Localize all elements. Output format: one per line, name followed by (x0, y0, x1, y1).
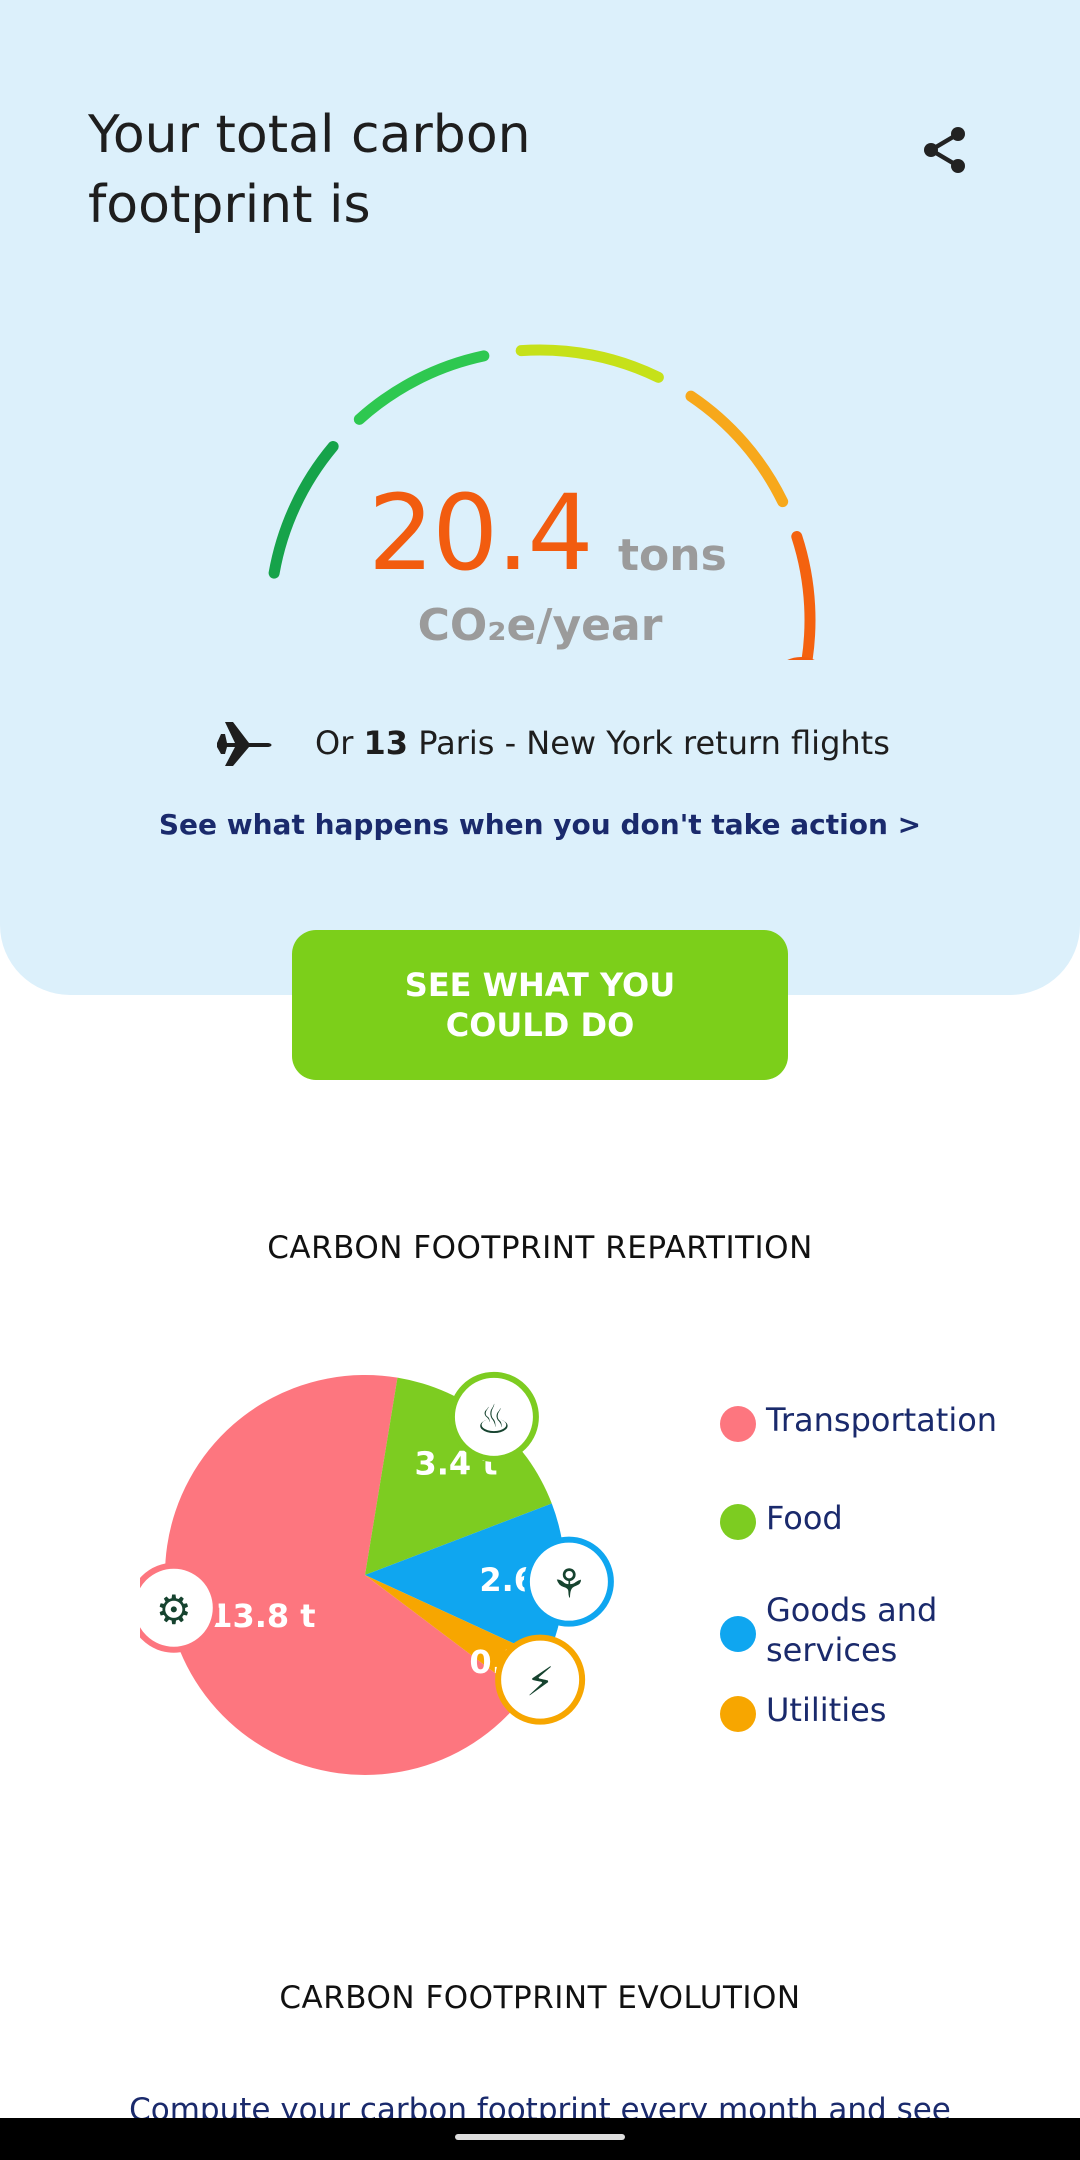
svg-text:⚙: ⚙ (156, 1588, 192, 1634)
pie-slice-food[interactable] (365, 1377, 552, 1575)
flight-equivalent: Or 13 Paris - New York return flights (215, 718, 890, 768)
legend-item-utilities: Utilities (720, 1690, 1006, 1732)
plug-bolt-icon: ⚡ (495, 1634, 586, 1725)
legend-dot (720, 1696, 756, 1732)
home-gesture-handle[interactable] (455, 2134, 625, 2140)
gauge-segment (268, 440, 339, 579)
bottle-leaf-icon: ⚘ (523, 1536, 614, 1627)
see-what-you-could-do-button[interactable]: SEE WHAT YOU COULD DO (292, 930, 788, 1080)
legend-item-goods-and-services: Goods and services (720, 1590, 1006, 1670)
svg-text:⚘: ⚘ (551, 1562, 587, 1608)
cta-label: SEE WHAT YOU COULD DO (404, 966, 676, 1044)
system-nav-bar (0, 2118, 1080, 2160)
legend-dot (720, 1406, 756, 1442)
gauge-segment (685, 390, 789, 508)
legend-label: Goods and services (766, 1591, 938, 1669)
legend-label: Utilities (766, 1691, 887, 1729)
pie-slice-transportation[interactable] (164, 1375, 525, 1775)
legend-dot (720, 1616, 756, 1652)
airplane-icon (217, 722, 272, 766)
svg-text:♨: ♨ (476, 1397, 512, 1443)
summary-panel (0, 0, 1080, 995)
evolution-title: CARBON FOOTPRINT EVOLUTION (279, 1980, 801, 2016)
repartition-title: CARBON FOOTPRINT REPARTITION (267, 1230, 813, 1266)
share-button[interactable] (910, 115, 980, 185)
footprint-value: 20.4 (368, 472, 594, 594)
pie-value-label: 13.8 t (210, 1597, 315, 1635)
wheel-icon: ⚙ (140, 1562, 219, 1653)
footprint-subunit: CO₂e/year (417, 600, 663, 651)
gauge-segment (791, 531, 816, 660)
legend-item-transportation: Transportation (720, 1400, 1006, 1442)
chef-hat-icon: ♨ (448, 1371, 539, 1462)
legend-dot (720, 1504, 756, 1540)
flight-count: 13 (363, 724, 409, 762)
legend-item-food: Food (720, 1498, 1006, 1540)
pie-slice-goods-and-services[interactable] (365, 1503, 565, 1659)
footprint-unit: tons (618, 530, 727, 581)
no-action-link[interactable]: See what happens when you don't take act… (158, 808, 922, 841)
svg-text:⚡: ⚡ (526, 1660, 554, 1706)
share-icon (924, 127, 965, 173)
footprint-gauge (268, 344, 816, 660)
gauge-segment (353, 350, 490, 425)
gauge-segment (515, 344, 664, 383)
flight-prefix: Or (315, 724, 354, 762)
repartition-pie-chart: 13.8 t3.4 t2.6 t0.7 t⚙♨⚘⚡ (140, 1371, 614, 1775)
page-title: Your total carbon footprint is (88, 105, 531, 235)
legend-label: Food (766, 1499, 843, 1537)
flight-suffix: Paris - New York return flights (418, 724, 890, 762)
legend-label: Transportation (766, 1401, 998, 1439)
